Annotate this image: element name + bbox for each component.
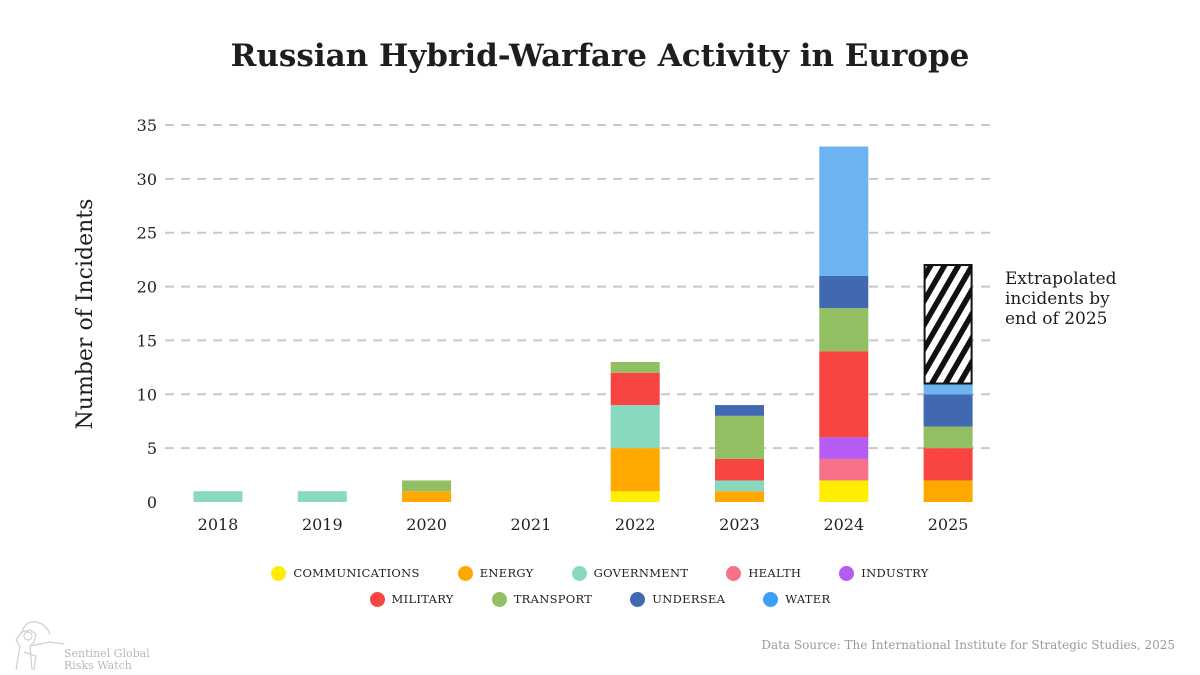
legend-swatch-industry bbox=[839, 565, 855, 581]
x-axis-ticks: 2018 2019 2020 2021 2022 2023 2024 2025 bbox=[198, 515, 969, 534]
legend-swatch-undersea bbox=[630, 591, 646, 607]
bar-2024-health bbox=[819, 458, 869, 481]
bar-2024-undersea bbox=[819, 275, 869, 309]
legend-swatch-transport bbox=[491, 591, 507, 607]
legend: Communications Energy Government Health … bbox=[0, 560, 1200, 612]
annotation-line-1: Extrapolated bbox=[1005, 269, 1117, 289]
legend-item-transport: Transport bbox=[491, 591, 593, 607]
bar-2023-transport bbox=[715, 415, 764, 459]
bar-2024-industry bbox=[819, 437, 869, 459]
y-tick-5: 5 bbox=[147, 439, 157, 458]
x-tick-2020: 2020 bbox=[406, 515, 447, 534]
legend-label-military: Military bbox=[391, 592, 454, 606]
bar-2022-transport bbox=[610, 361, 660, 373]
legend-swatch-government bbox=[571, 565, 587, 581]
bar-2024-military bbox=[819, 351, 869, 438]
bar-2025-transport bbox=[923, 426, 973, 449]
legend-item-undersea: Undersea bbox=[630, 591, 726, 607]
bar-2025-extrapolated bbox=[923, 264, 973, 385]
bar-2022-communications bbox=[610, 491, 660, 502]
x-tick-2023: 2023 bbox=[719, 515, 760, 534]
legend-label-undersea: Undersea bbox=[652, 592, 726, 606]
y-tick-15: 15 bbox=[137, 331, 157, 350]
legend-item-industry: Industry bbox=[839, 565, 929, 581]
legend-label-government: Government bbox=[593, 566, 689, 580]
legend-item-communications: Communications bbox=[271, 565, 420, 581]
bar-2024-communications bbox=[819, 480, 869, 502]
bar-2023-energy bbox=[715, 491, 764, 502]
legend-label-transport: Transport bbox=[513, 592, 593, 606]
bar-2022-energy bbox=[610, 448, 660, 492]
chart-title: Russian Hybrid-Warfare Activity in Europ… bbox=[230, 38, 970, 74]
legend-item-water: Water bbox=[763, 591, 831, 607]
y-tick-30: 30 bbox=[137, 170, 157, 189]
bar-2018-government bbox=[193, 491, 243, 502]
bar-2024-water bbox=[819, 146, 869, 276]
bar-2019-government bbox=[297, 491, 347, 502]
x-tick-2022: 2022 bbox=[615, 515, 656, 534]
legend-swatch-military bbox=[369, 591, 385, 607]
legend-label-energy: Energy bbox=[479, 566, 534, 580]
y-tick-0: 0 bbox=[147, 493, 157, 512]
x-tick-2021: 2021 bbox=[511, 515, 552, 534]
bar-2020-energy bbox=[402, 491, 452, 502]
x-tick-2024: 2024 bbox=[823, 515, 864, 534]
legend-label-water: Water bbox=[785, 592, 831, 606]
legend-row-2: Military Transport Undersea Water bbox=[0, 586, 1200, 612]
x-tick-2018: 2018 bbox=[198, 515, 239, 534]
legend-label-communications: Communications bbox=[293, 566, 420, 580]
bar-2025-energy bbox=[923, 480, 973, 502]
bar-2025-military bbox=[923, 448, 973, 481]
y-tick-25: 25 bbox=[137, 224, 157, 243]
legend-item-government: Government bbox=[571, 565, 689, 581]
legend-label-health: Health bbox=[748, 566, 802, 580]
watermark-line-1: Sentinel Global bbox=[64, 647, 150, 660]
annotation-line-3: end of 2025 bbox=[1005, 309, 1108, 329]
bar-2025-undersea bbox=[923, 394, 973, 427]
warrior-logo-icon bbox=[15, 621, 65, 671]
x-tick-2025: 2025 bbox=[928, 515, 969, 534]
y-axis-ticks: 0 5 10 15 20 25 30 35 bbox=[137, 116, 157, 512]
bar-2023-government bbox=[715, 480, 764, 492]
data-source-note: Data Source: The International Institute… bbox=[761, 638, 1175, 652]
legend-swatch-energy bbox=[457, 565, 473, 581]
y-tick-20: 20 bbox=[137, 278, 157, 297]
bar-2022-military bbox=[610, 372, 660, 406]
legend-swatch-water bbox=[763, 591, 779, 607]
extrapolation-annotation: Extrapolated incidents by end of 2025 bbox=[1005, 269, 1122, 329]
watermark-line-2: Risks Watch bbox=[64, 659, 132, 672]
bar-2022-government bbox=[610, 405, 660, 449]
bar-2025-water bbox=[923, 383, 973, 395]
y-tick-35: 35 bbox=[137, 116, 157, 135]
legend-label-industry: Industry bbox=[861, 566, 929, 580]
bars bbox=[193, 146, 973, 502]
bar-2023-undersea bbox=[715, 405, 764, 416]
legend-item-military: Military bbox=[369, 591, 454, 607]
legend-item-health: Health bbox=[726, 565, 802, 581]
y-axis-label: Number of Incidents bbox=[73, 199, 98, 430]
y-tick-10: 10 bbox=[137, 385, 157, 404]
legend-row-1: Communications Energy Government Health … bbox=[0, 560, 1200, 586]
x-tick-2019: 2019 bbox=[302, 515, 343, 534]
legend-item-energy: Energy bbox=[457, 565, 534, 581]
annotation-line-2: incidents by bbox=[1005, 289, 1110, 309]
bar-2023-military bbox=[715, 458, 764, 481]
bar-2020-transport bbox=[402, 480, 452, 492]
legend-swatch-health bbox=[726, 565, 742, 581]
bar-2024-transport bbox=[819, 308, 869, 352]
legend-swatch-communications bbox=[271, 565, 287, 581]
watermark-text: Sentinel Global Risks Watch bbox=[64, 648, 150, 672]
